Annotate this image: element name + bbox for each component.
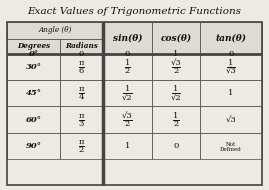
Text: 4: 4 xyxy=(79,93,84,101)
Text: 0°: 0° xyxy=(29,50,38,58)
Text: Radians: Radians xyxy=(65,43,98,51)
Bar xyxy=(200,22,262,54)
Bar xyxy=(152,54,200,80)
Bar xyxy=(103,133,152,159)
Text: 0: 0 xyxy=(79,50,84,58)
Bar xyxy=(200,106,262,133)
Text: 45°: 45° xyxy=(26,89,41,97)
Text: √2: √2 xyxy=(171,93,181,101)
Text: √3: √3 xyxy=(171,59,181,67)
Text: 30°: 30° xyxy=(26,63,41,71)
Text: π: π xyxy=(79,85,84,93)
Text: √3: √3 xyxy=(226,67,236,75)
Bar xyxy=(60,106,103,133)
Text: 2: 2 xyxy=(125,120,130,127)
Text: π: π xyxy=(79,112,84,120)
Bar xyxy=(7,22,103,39)
Text: 1: 1 xyxy=(173,50,179,58)
Bar xyxy=(152,133,200,159)
Text: 0: 0 xyxy=(174,142,179,150)
Text: √2: √2 xyxy=(122,93,133,101)
Text: 90°: 90° xyxy=(26,142,41,150)
Text: √3: √3 xyxy=(226,116,236,124)
Bar xyxy=(7,54,60,80)
Bar xyxy=(103,106,152,133)
Text: 0: 0 xyxy=(228,50,233,58)
Bar xyxy=(7,22,262,185)
Text: 1: 1 xyxy=(125,59,130,67)
Text: 1: 1 xyxy=(228,89,234,97)
Text: √3: √3 xyxy=(122,112,133,120)
Text: Not: Not xyxy=(226,142,236,147)
Bar xyxy=(103,80,152,106)
Text: cos(θ): cos(θ) xyxy=(160,33,192,43)
Text: Angle (θ): Angle (θ) xyxy=(38,26,72,35)
Bar xyxy=(7,133,60,159)
Bar xyxy=(200,80,262,106)
Text: 1: 1 xyxy=(228,59,234,67)
Bar xyxy=(7,39,60,54)
Bar xyxy=(200,54,262,80)
Text: 2: 2 xyxy=(174,67,179,75)
Text: 1: 1 xyxy=(173,112,179,120)
Bar xyxy=(7,106,60,133)
Text: Degrees: Degrees xyxy=(17,43,50,51)
Text: Defined: Defined xyxy=(220,147,242,152)
Bar xyxy=(103,54,152,80)
Bar xyxy=(152,106,200,133)
Text: 6: 6 xyxy=(79,67,84,75)
Bar xyxy=(60,133,103,159)
Text: tan(θ): tan(θ) xyxy=(215,33,246,43)
Text: π: π xyxy=(79,59,84,67)
Text: 2: 2 xyxy=(174,120,179,127)
Bar xyxy=(152,22,200,54)
Text: 60°: 60° xyxy=(26,116,41,124)
Text: 3: 3 xyxy=(79,120,84,127)
Bar xyxy=(103,22,152,54)
Bar xyxy=(7,80,60,106)
Bar xyxy=(152,80,200,106)
Text: Exact Values of Trigonometric Functions: Exact Values of Trigonometric Functions xyxy=(27,7,242,16)
Text: 1: 1 xyxy=(125,85,130,93)
Bar xyxy=(200,133,262,159)
Text: 1: 1 xyxy=(173,85,179,93)
Text: 2: 2 xyxy=(79,146,84,154)
Text: 0: 0 xyxy=(125,50,130,58)
Bar xyxy=(60,39,103,54)
Text: 1: 1 xyxy=(125,142,130,150)
Text: π: π xyxy=(79,138,84,146)
Text: 2: 2 xyxy=(125,67,130,75)
Bar xyxy=(60,80,103,106)
Text: sin(θ): sin(θ) xyxy=(113,33,142,43)
Bar xyxy=(60,54,103,80)
